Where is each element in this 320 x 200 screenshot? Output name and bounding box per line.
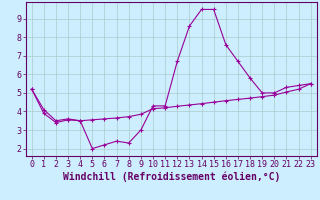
X-axis label: Windchill (Refroidissement éolien,°C): Windchill (Refroidissement éolien,°C) [62,172,280,182]
